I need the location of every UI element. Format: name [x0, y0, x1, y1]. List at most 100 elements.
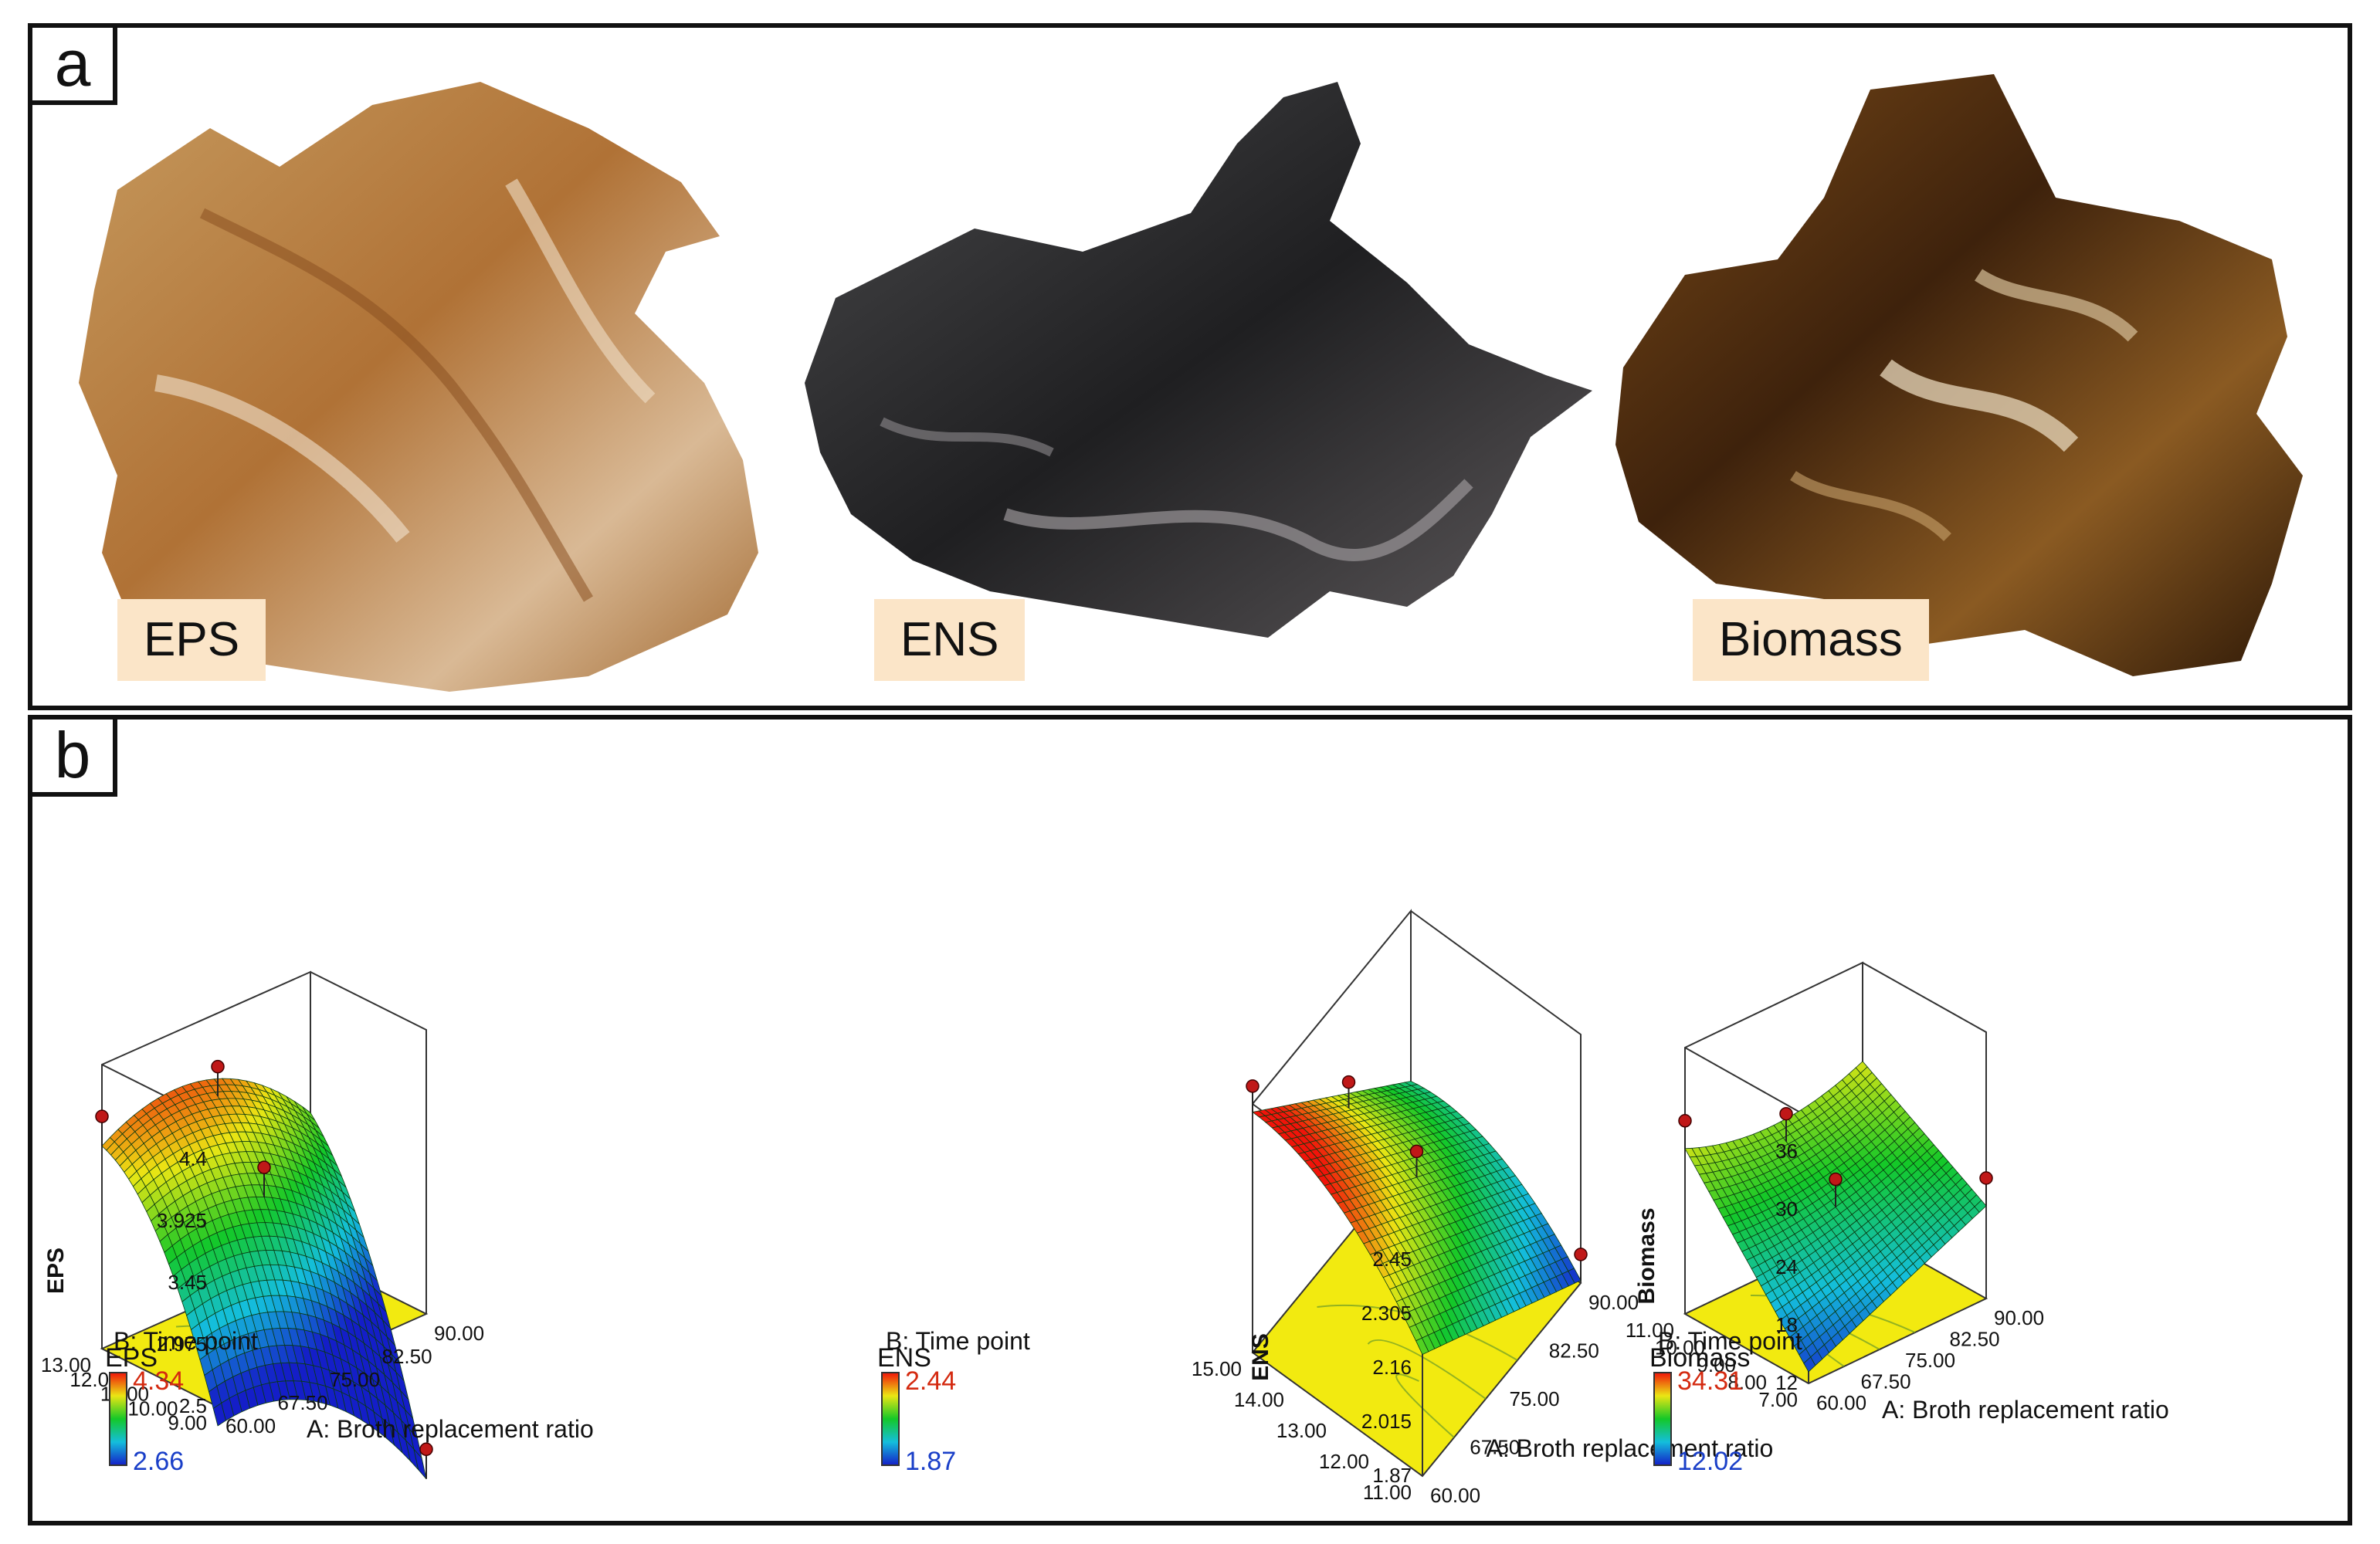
box-top-edge — [1684, 1047, 1809, 1118]
panel-letter-b: b — [32, 720, 117, 797]
z-tick-label: 2.015 — [1361, 1410, 1412, 1433]
design-point — [1341, 1075, 1356, 1089]
x-tick-label: 60.00 — [1816, 1391, 1866, 1414]
label-eps: EPS — [117, 599, 266, 681]
y-tick-label: 8.00 — [1727, 1371, 1767, 1394]
x-tick-label: 60.00 — [1430, 1484, 1480, 1507]
surface-mesh — [1684, 1061, 1987, 1373]
x-tick-label: 60.00 — [225, 1414, 276, 1437]
colorbar-gradient — [109, 1372, 127, 1466]
colorbar-gradient — [881, 1372, 900, 1466]
z-tick-label: 30 — [1775, 1197, 1798, 1221]
box-side-edge — [310, 971, 427, 1314]
z-tick-label: 24 — [1775, 1255, 1798, 1278]
z-tick-label: 3.925 — [157, 1209, 207, 1232]
x-tick-label: 82.50 — [1549, 1339, 1599, 1363]
design-point — [1678, 1114, 1692, 1128]
x-axis-title: A: Broth replacement ratio — [1882, 1396, 2169, 1424]
z-tick-label: 2.305 — [1361, 1302, 1412, 1325]
x-tick-label: 75.00 — [330, 1368, 380, 1391]
y-tick-label: 11.00 — [1363, 1481, 1412, 1504]
y-axis-title: B: Time point — [1658, 1327, 1802, 1355]
y-tick-label: 10.00 — [1655, 1336, 1705, 1359]
z-axis-label: Biomass — [1634, 1207, 1660, 1304]
y-tick-label: 9.00 — [168, 1411, 207, 1434]
design-point — [257, 1160, 271, 1174]
panel-b: b 2.5 2.975 3.45 3.925 4.4 EPS 60.00 67.50 75.00… — [28, 715, 2352, 1525]
design-point — [1246, 1079, 1260, 1093]
response-surface-plots: 2.52.9753.453.9254.4EPS60.0067.5075.0082… — [41, 909, 2169, 1507]
y-axis-title: B: Time point — [114, 1327, 258, 1355]
design-point — [1829, 1172, 1843, 1187]
z-tick-label: 2.45 — [1372, 1248, 1412, 1271]
design-point — [1779, 1106, 1793, 1121]
x-tick-label: 67.50 — [278, 1391, 328, 1414]
x-tick-label: 67.50 — [1861, 1370, 1911, 1393]
colorbar-max: 34.31 — [1677, 1366, 1743, 1396]
z-tick-label: 18 — [1775, 1313, 1798, 1336]
x-tick-label: 90.00 — [1994, 1306, 2044, 1329]
z-tick-label: 1.87 — [1372, 1464, 1412, 1487]
z-tick-label: 12 — [1775, 1371, 1798, 1394]
design-point — [1979, 1171, 1993, 1185]
x-tick-label: 75.00 — [1905, 1349, 1955, 1372]
colorbar-title: ENS — [877, 1343, 931, 1373]
y-tick-label: 15.00 — [1192, 1357, 1242, 1380]
x-tick-label: 82.50 — [382, 1345, 432, 1368]
surface-mesh — [101, 1078, 427, 1479]
y-tick-label: 7.00 — [1758, 1388, 1798, 1411]
y-axis-title: B: Time point — [886, 1327, 1030, 1355]
y-tick-label: 13.00 — [41, 1353, 91, 1376]
colorbar-gradient — [1653, 1372, 1672, 1466]
x-axis-title: A: Broth replacement ratio — [307, 1415, 594, 1443]
colorbar-min: 12.02 — [1677, 1447, 1743, 1476]
colorbar-max: 4.34 — [133, 1366, 184, 1396]
design-point — [1574, 1248, 1588, 1261]
colorbar-min: 2.66 — [133, 1447, 184, 1476]
design-point — [95, 1109, 109, 1123]
photo-biomass — [1615, 74, 2303, 676]
photo-ens — [805, 82, 1592, 638]
colorbar-title: Biomass — [1649, 1343, 1750, 1373]
surface-mesh — [1252, 1081, 1582, 1356]
z-tick-label: 2.5 — [179, 1394, 207, 1417]
z-tick-label: 4.4 — [179, 1147, 207, 1170]
contour-line — [1367, 1339, 1487, 1400]
x-tick-label: 67.50 — [1470, 1436, 1520, 1459]
surface-plot-eps: 2.5 2.975 3.45 3.925 4.4 EPS 60.0067.5075.0082… — [41, 970, 594, 1479]
x-tick-label: 82.50 — [1950, 1328, 2000, 1351]
z-tick-label: 3.45 — [168, 1271, 207, 1294]
x-tick-label: 75.00 — [1510, 1387, 1560, 1410]
panel-letter-a: a — [32, 28, 117, 105]
y-tick-label: 10.00 — [127, 1397, 178, 1420]
z-axis-label: ENS — [1248, 1333, 1273, 1381]
design-point — [419, 1442, 433, 1457]
y-tick-label: 11.00 — [1626, 1319, 1674, 1342]
z-tick-label: 36 — [1775, 1139, 1798, 1163]
y-tick-label: 13.00 — [1276, 1419, 1327, 1442]
label-ens: ENS — [874, 599, 1026, 681]
z-axis-label: EPS — [43, 1248, 69, 1294]
design-point — [1409, 1144, 1424, 1159]
y-tick-label: 14.00 — [1234, 1388, 1284, 1411]
panel-a: a — [28, 23, 2352, 710]
label-biomass: Biomass — [1693, 599, 1929, 681]
box-side-edge — [1410, 910, 1582, 1283]
colorbar-min: 1.87 — [905, 1447, 956, 1476]
y-tick-label: 12.00 — [1319, 1450, 1369, 1473]
design-point — [211, 1059, 225, 1074]
y-tick-label: 9.00 — [1697, 1353, 1736, 1376]
surface-plot-ens: 1.87 2.015 2.16 2.305 2.45 ENS 60.00 67.50 75.00… — [877, 909, 1774, 1507]
x-axis-title: A: Broth replacement ratio — [1487, 1434, 1774, 1462]
colorbar-title: EPS — [105, 1343, 158, 1373]
surface-plot-biomass: 12 18 24 30 36 Biomass 60.0067.5075.0082.5090.… — [1626, 961, 2169, 1476]
colorbar-max: 2.44 — [905, 1366, 956, 1396]
z-tick-label: 2.16 — [1372, 1356, 1412, 1379]
z-tick-label: 2.975 — [157, 1332, 207, 1356]
x-tick-label: 90.00 — [434, 1322, 484, 1345]
box-side-edge — [1862, 962, 1987, 1299]
x-tick-label: 90.00 — [1588, 1291, 1639, 1314]
